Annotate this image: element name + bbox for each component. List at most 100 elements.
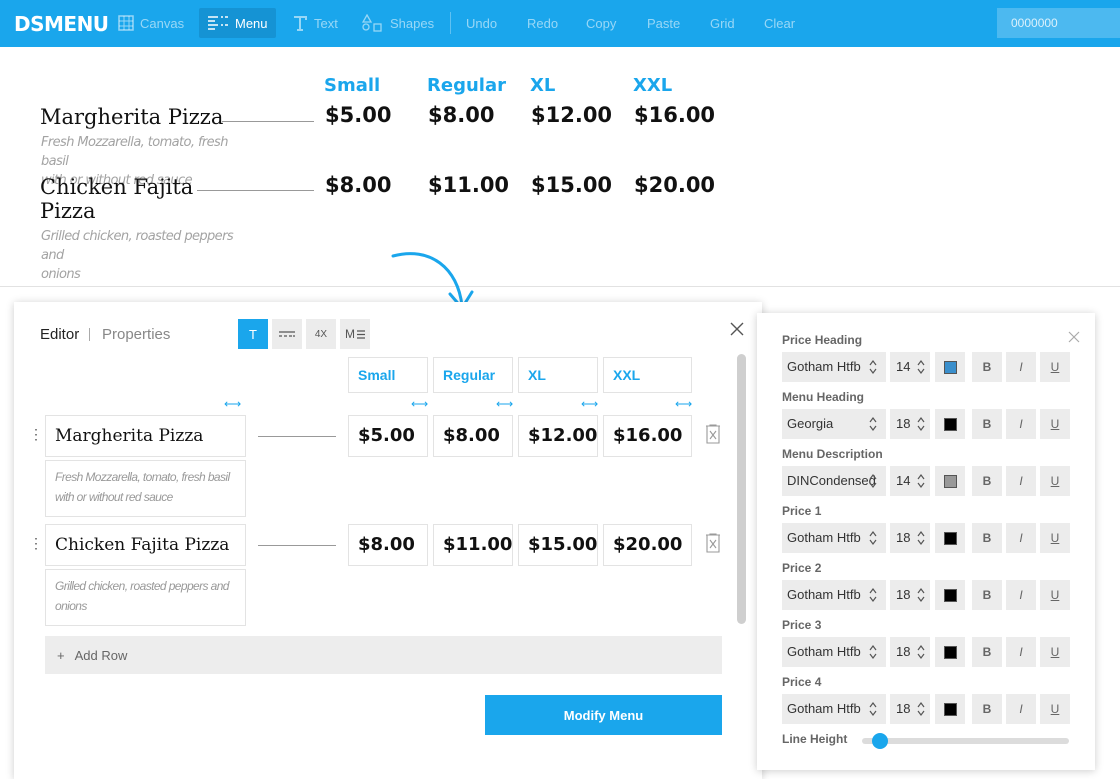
toolbar-canvas-button[interactable]: Canvas — [110, 8, 192, 38]
toolbar-redo-button[interactable]: Redo — [519, 8, 566, 38]
color-picker-button[interactable] — [935, 694, 965, 724]
add-row-button[interactable]: + Add Row — [45, 636, 722, 674]
close-properties-icon[interactable] — [1068, 325, 1080, 347]
underline-button[interactable]: U — [1040, 409, 1070, 439]
toolbar-shapes-button[interactable]: Shapes — [354, 8, 442, 38]
resize-handle-icon[interactable]: ⟷ — [411, 397, 429, 411]
resize-handle-icon[interactable]: ⟷ — [675, 397, 693, 411]
size-heading-cell[interactable]: XXL — [603, 357, 692, 393]
italic-button[interactable]: I — [1006, 580, 1036, 610]
bold-button[interactable]: B — [972, 352, 1002, 382]
font-size-select[interactable]: 18 — [890, 523, 930, 553]
toolbar-paste-button[interactable]: Paste — [639, 8, 688, 38]
italic-button[interactable]: I — [1006, 694, 1036, 724]
columns-4x-button[interactable]: 4X — [306, 319, 336, 349]
size-select-spinner-icon[interactable] — [917, 474, 925, 488]
bold-button[interactable]: B — [972, 637, 1002, 667]
italic-button[interactable]: I — [1006, 352, 1036, 382]
close-editor-icon[interactable] — [730, 318, 744, 340]
bold-button[interactable]: B — [972, 523, 1002, 553]
color-picker-button[interactable] — [935, 580, 965, 610]
size-heading-cell[interactable]: XL — [518, 357, 598, 393]
bold-button[interactable]: B — [972, 694, 1002, 724]
font-family-select[interactable]: Gotham Htfb — [782, 580, 886, 610]
price-field[interactable]: $8.00 — [348, 524, 428, 566]
price-field[interactable]: $12.00 — [518, 415, 598, 457]
item-name-field[interactable]: Margherita Pizza — [45, 415, 246, 457]
toolbar-text-button[interactable]: Text — [284, 8, 346, 38]
color-picker-button[interactable] — [935, 523, 965, 553]
font-family-select[interactable]: DINCondensed — [782, 466, 886, 496]
font-select-spinner-icon[interactable] — [869, 702, 877, 716]
font-select-spinner-icon[interactable] — [869, 531, 877, 545]
delete-row-icon[interactable] — [705, 533, 721, 553]
color-picker-button[interactable] — [935, 409, 965, 439]
toolbar-grid-button[interactable]: Grid — [702, 8, 743, 38]
item-description-field[interactable]: Fresh Mozzarella, tomato, fresh basil wi… — [45, 460, 246, 517]
underline-button[interactable]: U — [1040, 637, 1070, 667]
menu-layout-button[interactable]: M — [340, 319, 370, 349]
font-size-select[interactable]: 18 — [890, 580, 930, 610]
toolbar-undo-button[interactable]: Undo — [458, 8, 505, 38]
font-select-spinner-icon[interactable] — [869, 417, 877, 431]
underline-button[interactable]: U — [1040, 352, 1070, 382]
tab-properties[interactable]: Properties — [102, 326, 171, 343]
underline-button[interactable]: U — [1040, 523, 1070, 553]
color-picker-button[interactable] — [935, 466, 965, 496]
resize-handle-icon[interactable]: ⟷ — [581, 397, 599, 411]
italic-button[interactable]: I — [1006, 409, 1036, 439]
size-select-spinner-icon[interactable] — [917, 531, 925, 545]
toolbar-menu-button[interactable]: Menu — [199, 8, 276, 38]
drag-handle-icon[interactable]: ⋮ — [29, 426, 43, 442]
line-height-slider[interactable] — [862, 733, 1069, 749]
price-field[interactable]: $16.00 — [603, 415, 692, 457]
font-family-select[interactable]: Gotham Htfb — [782, 637, 886, 667]
size-select-spinner-icon[interactable] — [917, 360, 925, 374]
tab-editor[interactable]: Editor — [40, 326, 80, 343]
font-size-select[interactable]: 18 — [890, 637, 930, 667]
size-select-spinner-icon[interactable] — [917, 702, 925, 716]
italic-button[interactable]: I — [1006, 637, 1036, 667]
font-size-select[interactable]: 14 — [890, 352, 930, 382]
size-select-spinner-icon[interactable] — [917, 417, 925, 431]
modify-menu-button[interactable]: Modify Menu — [485, 695, 722, 735]
size-heading-cell[interactable]: Small — [348, 357, 428, 393]
delete-row-icon[interactable] — [705, 424, 721, 444]
font-size-select[interactable]: 18 — [890, 694, 930, 724]
resize-handle-icon[interactable]: ⟷ — [496, 397, 514, 411]
italic-button[interactable]: I — [1006, 523, 1036, 553]
price-field[interactable]: $15.00 — [518, 524, 598, 566]
font-select-spinner-icon[interactable] — [869, 360, 877, 374]
font-size-select[interactable]: 18 — [890, 409, 930, 439]
font-select-spinner-icon[interactable] — [869, 588, 877, 602]
bold-button[interactable]: B — [972, 466, 1002, 496]
italic-button[interactable]: I — [1006, 466, 1036, 496]
color-picker-button[interactable] — [935, 637, 965, 667]
price-field[interactable]: $20.00 — [603, 524, 692, 566]
item-description-field[interactable]: Grilled chicken, roasted peppers and oni… — [45, 569, 246, 626]
bold-button[interactable]: B — [972, 409, 1002, 439]
font-family-select[interactable]: Georgia — [782, 409, 886, 439]
underline-button[interactable]: U — [1040, 580, 1070, 610]
font-size-select[interactable]: 14 — [890, 466, 930, 496]
color-picker-button[interactable] — [935, 352, 965, 382]
price-field[interactable]: $5.00 — [348, 415, 428, 457]
bold-button[interactable]: B — [972, 580, 1002, 610]
color-hex-input[interactable] — [997, 8, 1120, 38]
line-height-slider-thumb[interactable] — [872, 733, 889, 749]
font-family-select[interactable]: Gotham Htfb — [782, 694, 886, 724]
font-family-select[interactable]: Gotham Htfb — [782, 523, 886, 553]
font-family-select[interactable]: Gotham Htfb — [782, 352, 886, 382]
underline-button[interactable]: U — [1040, 466, 1070, 496]
text-mode-button[interactable]: T — [238, 319, 268, 349]
underline-button[interactable]: U — [1040, 694, 1070, 724]
size-select-spinner-icon[interactable] — [917, 645, 925, 659]
drag-handle-icon[interactable]: ⋮ — [29, 535, 43, 551]
leader-line-button[interactable] — [272, 319, 302, 349]
toolbar-clear-button[interactable]: Clear — [756, 8, 803, 38]
font-select-spinner-icon[interactable] — [869, 474, 877, 488]
toolbar-copy-button[interactable]: Copy — [578, 8, 624, 38]
resize-handle-icon[interactable]: ⟷ — [224, 397, 242, 411]
size-heading-cell[interactable]: Regular — [433, 357, 513, 393]
size-select-spinner-icon[interactable] — [917, 588, 925, 602]
